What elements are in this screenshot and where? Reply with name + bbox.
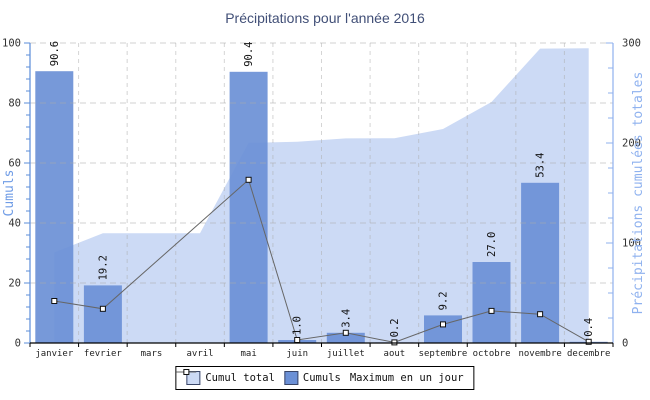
left-tick-label-80: 80 bbox=[8, 98, 21, 110]
right-tick-label-200: 200 bbox=[622, 138, 641, 150]
bar-label-octobre: 27.0 bbox=[486, 232, 498, 257]
bar-octobre bbox=[472, 262, 511, 343]
bar-label-septembre: 9.2 bbox=[438, 291, 450, 310]
month-label-novembre: novembre bbox=[518, 349, 561, 359]
max-marker-mai bbox=[245, 176, 252, 183]
month-label-septembre: septembre bbox=[419, 349, 468, 359]
max-line bbox=[54, 178, 589, 343]
plot-series: 90.6 19.2 90.4 1.0 3.4 0.2 9.2 27.0 53.4 0.4 0 20 40… bbox=[2, 38, 641, 360]
legend-item-cumul-total: Cumul total bbox=[186, 371, 275, 385]
left-tick-label-100: 100 bbox=[2, 38, 21, 50]
max-marker-novembre bbox=[537, 311, 544, 318]
max-marker-octobre bbox=[488, 307, 495, 314]
month-label-juin: juin bbox=[286, 349, 308, 359]
month-label-janvier: janvier bbox=[35, 349, 74, 359]
max-marker-juin bbox=[294, 337, 301, 343]
bar-mai bbox=[229, 71, 268, 344]
legend-label-cumuls: Cumuls bbox=[302, 372, 341, 384]
left-axis-title: Cumuls bbox=[2, 170, 17, 217]
month-label-avril: avril bbox=[186, 349, 213, 359]
max-marker-fevrier bbox=[99, 305, 106, 312]
month-label-decembre: decembre bbox=[567, 349, 610, 359]
bar-label-juin: 1.0 bbox=[292, 316, 304, 335]
bar-janvier bbox=[35, 71, 74, 343]
bar-label-aout: 0.2 bbox=[389, 318, 401, 337]
month-label-mars: mars bbox=[141, 349, 163, 359]
bar-label-mai: 90.4 bbox=[243, 42, 255, 67]
right-tick-label-300: 300 bbox=[622, 38, 641, 50]
month-label-fevrier: fevrier bbox=[84, 349, 123, 359]
right-tick-label-100: 100 bbox=[622, 238, 641, 250]
month-label-mai: mai bbox=[240, 349, 256, 359]
left-tick-label-40: 40 bbox=[8, 218, 21, 230]
bar-label-decembre: 0.4 bbox=[583, 318, 595, 337]
max-marker-septembre bbox=[440, 321, 446, 328]
bar-novembre bbox=[521, 182, 560, 343]
max-marker-decembre bbox=[585, 338, 592, 345]
right-axis-title: Précipitations cumulées totales bbox=[631, 72, 646, 315]
left-tick-label-0: 0 bbox=[15, 338, 21, 350]
left-tick-label-60: 60 bbox=[8, 158, 21, 170]
bar-juillet bbox=[326, 332, 365, 343]
legend-label-maximum: Maximum en un jour bbox=[349, 372, 464, 384]
max-marker-janvier bbox=[51, 298, 58, 304]
bar-swatch bbox=[283, 371, 298, 385]
bar-fevrier bbox=[83, 285, 122, 343]
chart-title: Précipitations pour l'année 2016 bbox=[225, 10, 425, 26]
bar-label-novembre: 53.4 bbox=[535, 153, 547, 178]
month-label-juillet: juillet bbox=[327, 349, 365, 359]
month-label-aout: aout bbox=[384, 349, 406, 359]
legend-item-maximum: Maximum en un jour bbox=[176, 369, 464, 384]
legend-label-cumul-total: Cumul total bbox=[205, 372, 275, 384]
max-marker-juillet bbox=[342, 329, 349, 336]
left-tick-label-20: 20 bbox=[8, 278, 21, 290]
month-label-octobre: octobre bbox=[473, 349, 511, 359]
bar-label-janvier: 90.6 bbox=[49, 41, 61, 66]
bar-label-juillet: 3.4 bbox=[340, 309, 352, 328]
right-tick-label-0: 0 bbox=[622, 338, 628, 350]
bar-label-fevrier: 19.2 bbox=[97, 255, 109, 280]
legend-item-cumuls: Cumuls bbox=[283, 371, 341, 385]
chart-legend: Cumul total Cumuls Maximum en un jour bbox=[175, 366, 475, 390]
line-marker-swatch bbox=[176, 369, 197, 375]
